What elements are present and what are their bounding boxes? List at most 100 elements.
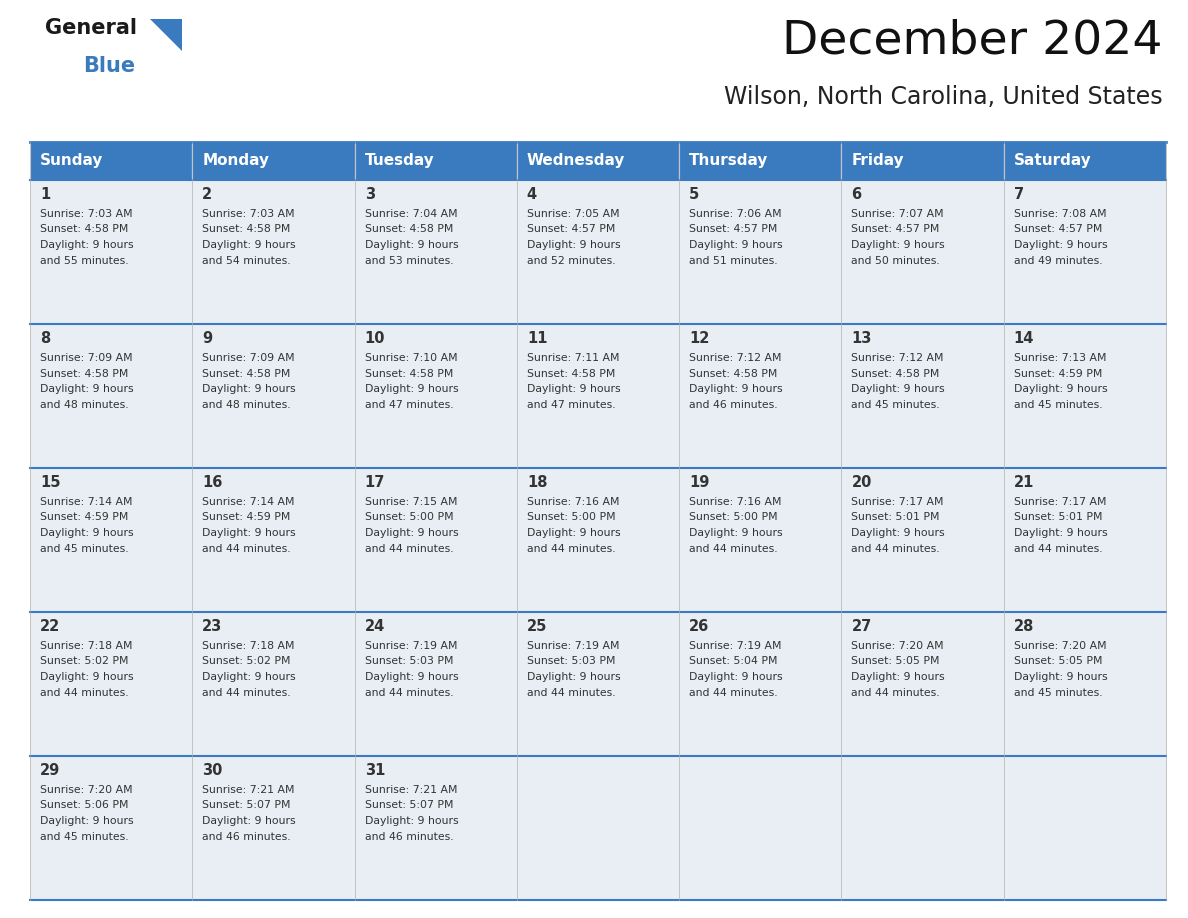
Text: Sunset: 5:01 PM: Sunset: 5:01 PM (1013, 512, 1102, 522)
Text: and 51 minutes.: and 51 minutes. (689, 255, 778, 265)
Text: 7: 7 (1013, 187, 1024, 202)
Text: Blue: Blue (83, 56, 135, 76)
Text: 4: 4 (526, 187, 537, 202)
Text: 27: 27 (852, 619, 872, 634)
Bar (841, 756, 1004, 900)
Text: Sunset: 4:58 PM: Sunset: 4:58 PM (689, 368, 777, 378)
Bar (192, 756, 354, 900)
Text: and 45 minutes.: and 45 minutes. (1013, 399, 1102, 409)
Text: Sunrise: 7:21 AM: Sunrise: 7:21 AM (365, 785, 457, 795)
Text: Sunset: 5:03 PM: Sunset: 5:03 PM (365, 656, 453, 666)
Text: 15: 15 (40, 475, 61, 490)
Text: Sunrise: 7:17 AM: Sunrise: 7:17 AM (852, 497, 944, 507)
Text: Sunrise: 7:19 AM: Sunrise: 7:19 AM (689, 641, 782, 651)
Text: Sunset: 5:04 PM: Sunset: 5:04 PM (689, 656, 778, 666)
Text: Sunrise: 7:18 AM: Sunrise: 7:18 AM (40, 641, 133, 651)
Text: 2: 2 (202, 187, 213, 202)
Text: Sunset: 4:58 PM: Sunset: 4:58 PM (202, 225, 291, 234)
Text: Sunrise: 7:06 AM: Sunrise: 7:06 AM (689, 209, 782, 219)
Bar (1004, 468, 1165, 612)
Text: 14: 14 (1013, 331, 1034, 346)
Text: Sunset: 5:06 PM: Sunset: 5:06 PM (40, 800, 128, 811)
Bar (354, 142, 517, 180)
Bar (680, 142, 841, 180)
Text: Sunset: 4:59 PM: Sunset: 4:59 PM (1013, 368, 1102, 378)
Text: Wilson, North Carolina, United States: Wilson, North Carolina, United States (725, 85, 1163, 109)
Text: 29: 29 (40, 763, 61, 778)
Bar (680, 756, 841, 900)
Text: and 46 minutes.: and 46 minutes. (365, 832, 453, 842)
Bar (30, 468, 192, 612)
Text: Daylight: 9 hours: Daylight: 9 hours (689, 672, 783, 682)
Text: and 44 minutes.: and 44 minutes. (365, 688, 453, 698)
Text: 17: 17 (365, 475, 385, 490)
Text: Daylight: 9 hours: Daylight: 9 hours (1013, 672, 1107, 682)
Text: Daylight: 9 hours: Daylight: 9 hours (852, 528, 944, 538)
Text: Sunset: 4:59 PM: Sunset: 4:59 PM (202, 512, 291, 522)
Text: Daylight: 9 hours: Daylight: 9 hours (526, 672, 620, 682)
Text: Daylight: 9 hours: Daylight: 9 hours (202, 528, 296, 538)
Text: 23: 23 (202, 619, 222, 634)
Bar (841, 180, 1004, 324)
Text: Sunrise: 7:20 AM: Sunrise: 7:20 AM (852, 641, 944, 651)
Text: Sunset: 5:02 PM: Sunset: 5:02 PM (202, 656, 291, 666)
Text: Daylight: 9 hours: Daylight: 9 hours (40, 240, 133, 250)
Text: Daylight: 9 hours: Daylight: 9 hours (1013, 240, 1107, 250)
Text: Sunset: 4:58 PM: Sunset: 4:58 PM (852, 368, 940, 378)
Bar (192, 324, 354, 468)
Text: Daylight: 9 hours: Daylight: 9 hours (526, 240, 620, 250)
Text: Daylight: 9 hours: Daylight: 9 hours (526, 528, 620, 538)
Text: 31: 31 (365, 763, 385, 778)
Text: Sunrise: 7:07 AM: Sunrise: 7:07 AM (852, 209, 944, 219)
Text: Sunday: Sunday (40, 153, 103, 169)
Text: Sunrise: 7:03 AM: Sunrise: 7:03 AM (202, 209, 295, 219)
Text: 5: 5 (689, 187, 700, 202)
Text: Daylight: 9 hours: Daylight: 9 hours (202, 240, 296, 250)
Text: Sunset: 5:05 PM: Sunset: 5:05 PM (1013, 656, 1102, 666)
Text: and 47 minutes.: and 47 minutes. (365, 399, 453, 409)
Text: Daylight: 9 hours: Daylight: 9 hours (852, 240, 944, 250)
Text: General: General (45, 18, 137, 38)
Text: Sunrise: 7:20 AM: Sunrise: 7:20 AM (40, 785, 133, 795)
Text: 25: 25 (526, 619, 548, 634)
Text: Sunrise: 7:20 AM: Sunrise: 7:20 AM (1013, 641, 1106, 651)
Text: Daylight: 9 hours: Daylight: 9 hours (40, 384, 133, 394)
Bar (354, 468, 517, 612)
Text: Sunset: 4:57 PM: Sunset: 4:57 PM (1013, 225, 1102, 234)
Bar (680, 612, 841, 756)
Text: Daylight: 9 hours: Daylight: 9 hours (689, 384, 783, 394)
Text: Sunset: 4:58 PM: Sunset: 4:58 PM (526, 368, 615, 378)
Text: Daylight: 9 hours: Daylight: 9 hours (852, 672, 944, 682)
Bar (680, 324, 841, 468)
Text: 30: 30 (202, 763, 222, 778)
Text: Sunset: 4:57 PM: Sunset: 4:57 PM (526, 225, 615, 234)
Text: Sunset: 5:00 PM: Sunset: 5:00 PM (526, 512, 615, 522)
Text: Daylight: 9 hours: Daylight: 9 hours (689, 240, 783, 250)
Text: and 49 minutes.: and 49 minutes. (1013, 255, 1102, 265)
Text: and 46 minutes.: and 46 minutes. (689, 399, 778, 409)
Text: Sunrise: 7:09 AM: Sunrise: 7:09 AM (40, 353, 133, 363)
Text: and 46 minutes.: and 46 minutes. (202, 832, 291, 842)
Text: and 44 minutes.: and 44 minutes. (202, 543, 291, 554)
Text: and 44 minutes.: and 44 minutes. (852, 688, 940, 698)
Text: Sunrise: 7:16 AM: Sunrise: 7:16 AM (689, 497, 782, 507)
Text: and 45 minutes.: and 45 minutes. (1013, 688, 1102, 698)
Text: and 52 minutes.: and 52 minutes. (526, 255, 615, 265)
Text: and 45 minutes.: and 45 minutes. (40, 543, 128, 554)
Text: Sunrise: 7:12 AM: Sunrise: 7:12 AM (852, 353, 944, 363)
Text: Daylight: 9 hours: Daylight: 9 hours (526, 384, 620, 394)
Text: Sunset: 4:58 PM: Sunset: 4:58 PM (40, 225, 128, 234)
Text: 19: 19 (689, 475, 709, 490)
Text: Daylight: 9 hours: Daylight: 9 hours (365, 528, 459, 538)
Text: Daylight: 9 hours: Daylight: 9 hours (365, 816, 459, 826)
Text: Daylight: 9 hours: Daylight: 9 hours (365, 384, 459, 394)
Text: Sunrise: 7:17 AM: Sunrise: 7:17 AM (1013, 497, 1106, 507)
Text: and 44 minutes.: and 44 minutes. (526, 543, 615, 554)
Text: Daylight: 9 hours: Daylight: 9 hours (40, 672, 133, 682)
Bar (1004, 612, 1165, 756)
Text: Sunrise: 7:04 AM: Sunrise: 7:04 AM (365, 209, 457, 219)
Text: Sunrise: 7:05 AM: Sunrise: 7:05 AM (526, 209, 619, 219)
Text: Daylight: 9 hours: Daylight: 9 hours (40, 816, 133, 826)
Bar (1004, 180, 1165, 324)
Text: Daylight: 9 hours: Daylight: 9 hours (689, 528, 783, 538)
